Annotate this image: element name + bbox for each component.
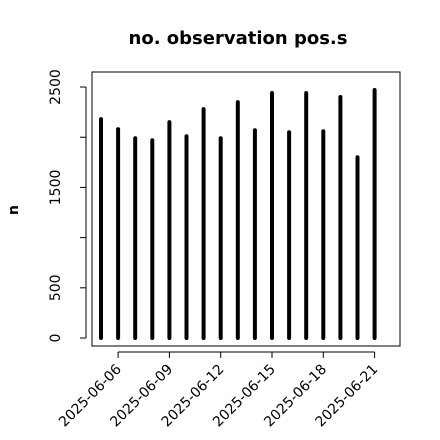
bars <box>99 88 377 340</box>
y-tick-label: 500 <box>48 274 64 301</box>
y-axis-label: n <box>6 205 22 215</box>
y-tick-label: 2500 <box>48 69 64 105</box>
y-tick-label: 1500 <box>48 170 64 206</box>
plot-frame <box>91 71 401 347</box>
y-axis: 0 500 1500 2500 <box>48 69 87 343</box>
x-axis: 2025-06-062025-06-092025-06-122025-06-15… <box>56 351 381 430</box>
y-tick-label: 0 <box>48 334 64 343</box>
chart-title: no. observation pos.s <box>129 28 348 49</box>
